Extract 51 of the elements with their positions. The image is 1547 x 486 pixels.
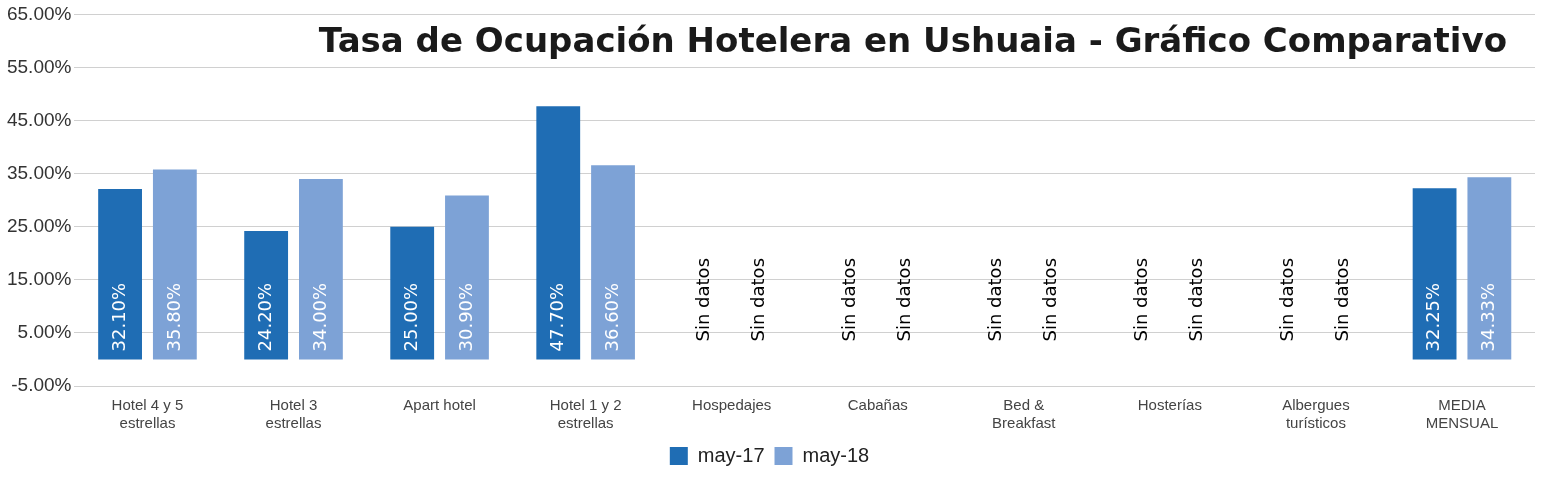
- x-tick-label: Cabañas: [847, 396, 908, 414]
- bar: [152, 169, 197, 360]
- data-label: 25.00%: [399, 282, 421, 352]
- data-label: 36.60%: [600, 282, 622, 352]
- data-label: 32.25%: [1422, 282, 1444, 352]
- y-tick-label: 25.00%: [6, 214, 72, 236]
- data-label: 47.70%: [545, 282, 567, 352]
- text: Sin datos: [984, 257, 1006, 342]
- bar: [536, 106, 581, 360]
- bar: [299, 178, 343, 360]
- text: Sin datos: [1276, 257, 1298, 342]
- x-tick-label: Apart hotel: [403, 396, 476, 414]
- y-tick-label: 65.00%: [6, 2, 72, 24]
- x-tick-label: Bed & Breakfast: [992, 396, 1057, 432]
- x-tick-label: Hosterías: [1137, 396, 1202, 414]
- bar: [445, 195, 489, 360]
- y-tick-label: 55.00%: [6, 55, 72, 77]
- chart-title: Tasa de Ocupación Hotelera en Ushuaia - Gráfico Comparativo: [318, 20, 1507, 60]
- x-tick-label: Hotel 1 y 2 estrellas: [549, 396, 622, 432]
- text: Sin datos: [691, 257, 713, 342]
- text: Sin datos: [838, 257, 860, 342]
- data-label: 30.90%: [454, 282, 476, 352]
- y-tick-label: 45.00%: [6, 108, 72, 130]
- bar: [1412, 188, 1457, 360]
- x-tick-label: Hotel 4 y 5 estrellas: [111, 396, 184, 432]
- bar: [244, 230, 289, 360]
- x-tick-label: Albergues turísticos: [1282, 396, 1350, 432]
- text: Sin datos: [1130, 257, 1152, 342]
- y-tick-label: 5.00%: [17, 321, 72, 343]
- bar: [390, 226, 435, 360]
- y-tick-label: 35.00%: [6, 161, 72, 183]
- text: Sin datos: [1038, 257, 1060, 342]
- text: Sin datos: [892, 257, 914, 342]
- bar: [1467, 177, 1512, 360]
- data-label: 34.33%: [1477, 282, 1499, 352]
- legend-label: may-17: [697, 443, 765, 466]
- y-tick-label: 15.00%: [6, 268, 72, 290]
- bar: [98, 189, 142, 360]
- data-label: 35.80%: [162, 282, 184, 352]
- y-tick-label: -5.00%: [11, 374, 72, 396]
- text: Sin datos: [746, 257, 768, 342]
- data-label: 24.20%: [253, 282, 275, 352]
- x-tick-label: Hospedajes: [692, 396, 772, 414]
- text: Sin datos: [1184, 257, 1206, 342]
- text: Sin datos: [1330, 257, 1352, 342]
- bar: [591, 165, 635, 360]
- data-label: 32.10%: [107, 282, 129, 352]
- x-tick-label: MEDIA MENSUAL: [1425, 396, 1499, 432]
- legend-label: may-18: [802, 443, 870, 466]
- x-tick-label: Hotel 3 estrellas: [265, 396, 322, 432]
- data-label: 34.00%: [308, 282, 330, 352]
